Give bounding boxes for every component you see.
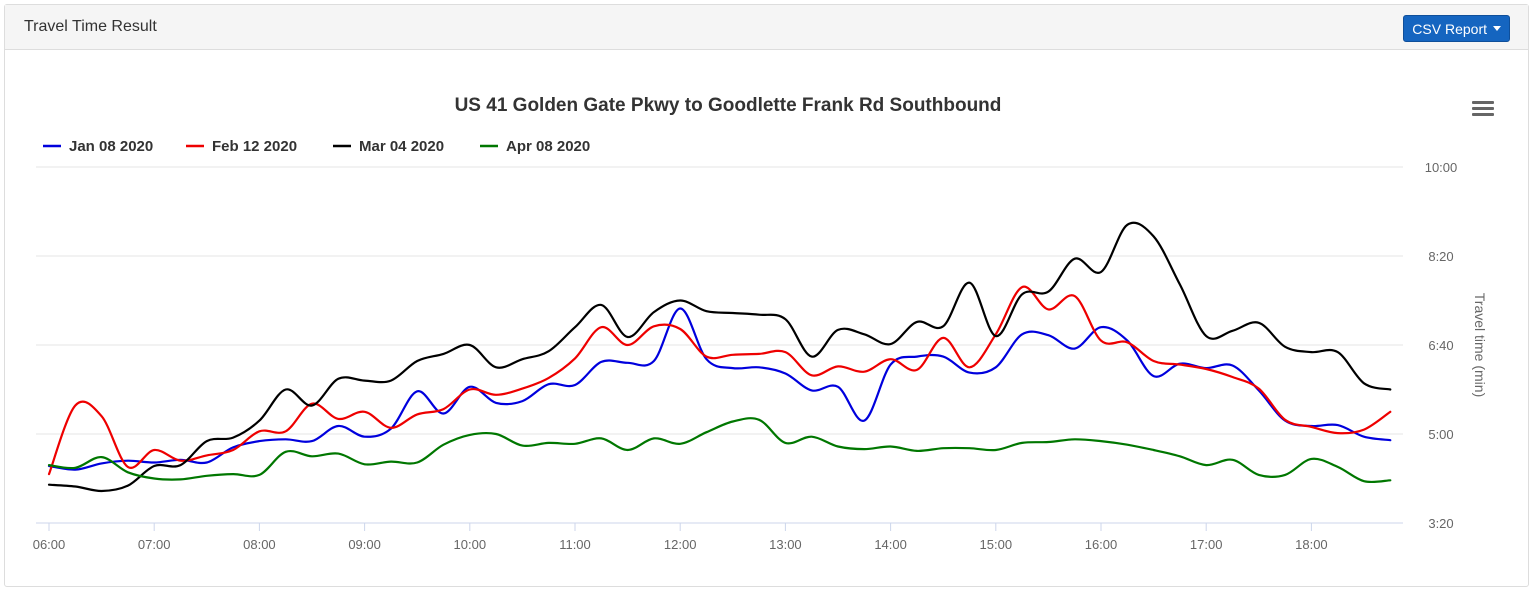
y-tick-label: 6:40 (1428, 338, 1453, 353)
x-tick-label: 14:00 (874, 537, 907, 552)
series-line-feb-12-2020[interactable] (47, 285, 1392, 476)
x-tick-label: 08:00 (243, 537, 276, 552)
y-tick-label: 8:20 (1428, 249, 1453, 264)
y-tick-label: 5:00 (1428, 427, 1453, 442)
legend-label: Mar 04 2020 (359, 138, 444, 155)
panel-title: Travel Time Result (24, 18, 157, 35)
csv-report-button[interactable]: CSV Report (1403, 15, 1510, 42)
legend-label: Apr 08 2020 (506, 138, 590, 155)
chart-title: US 41 Golden Gate Pkwy to Goodlette Fran… (455, 95, 1002, 116)
y-axis: 3:20 5:00 6:40 8:20 10:00 (1425, 160, 1458, 531)
chart-legend: Jan 08 2020 Feb 12 2020 Mar 04 2020 Apr 08 … (43, 138, 590, 155)
panel-header: Travel Time Result CSV Report (5, 5, 1528, 50)
x-axis: 06:00 07:00 08:00 09:00 10:00 11:00 12:00 13:00… (33, 522, 1403, 552)
caret-down-icon (1493, 26, 1501, 31)
x-tick-label: 18:00 (1295, 537, 1328, 552)
legend-item[interactable]: Jan 08 2020 (43, 138, 153, 155)
legend-item[interactable]: Apr 08 2020 (480, 138, 590, 155)
series-line-mar-04-2020[interactable] (47, 221, 1392, 493)
y-tick-label: 3:20 (1428, 516, 1453, 531)
series-line-apr-08-2020[interactable] (47, 417, 1392, 484)
y-axis-label: Travel time (min) (1472, 293, 1488, 398)
legend-label: Feb 12 2020 (212, 138, 297, 155)
x-tick-label: 12:00 (664, 537, 697, 552)
x-tick-label: 15:00 (980, 537, 1013, 552)
x-tick-label: 07:00 (138, 537, 171, 552)
x-tick-label: 10:00 (454, 537, 487, 552)
chart-series (47, 221, 1392, 493)
series-line-jan-08-2020[interactable] (47, 307, 1392, 471)
y-tick-label: 10:00 (1425, 160, 1458, 175)
x-tick-label: 17:00 (1190, 537, 1223, 552)
legend-item[interactable]: Feb 12 2020 (186, 138, 297, 155)
x-tick-label: 11:00 (559, 537, 591, 552)
x-tick-label: 06:00 (33, 537, 66, 552)
csv-report-label: CSV Report (1412, 20, 1487, 37)
legend-item[interactable]: Mar 04 2020 (333, 138, 444, 155)
hamburger-menu-icon[interactable] (1472, 101, 1494, 116)
chart-grid (36, 166, 1403, 435)
x-tick-label: 09:00 (348, 537, 381, 552)
x-tick-label: 13:00 (769, 537, 802, 552)
travel-time-panel: Travel Time Result CSV Report (4, 4, 1529, 587)
legend-label: Jan 08 2020 (69, 138, 153, 155)
x-tick-label: 16:00 (1085, 537, 1118, 552)
